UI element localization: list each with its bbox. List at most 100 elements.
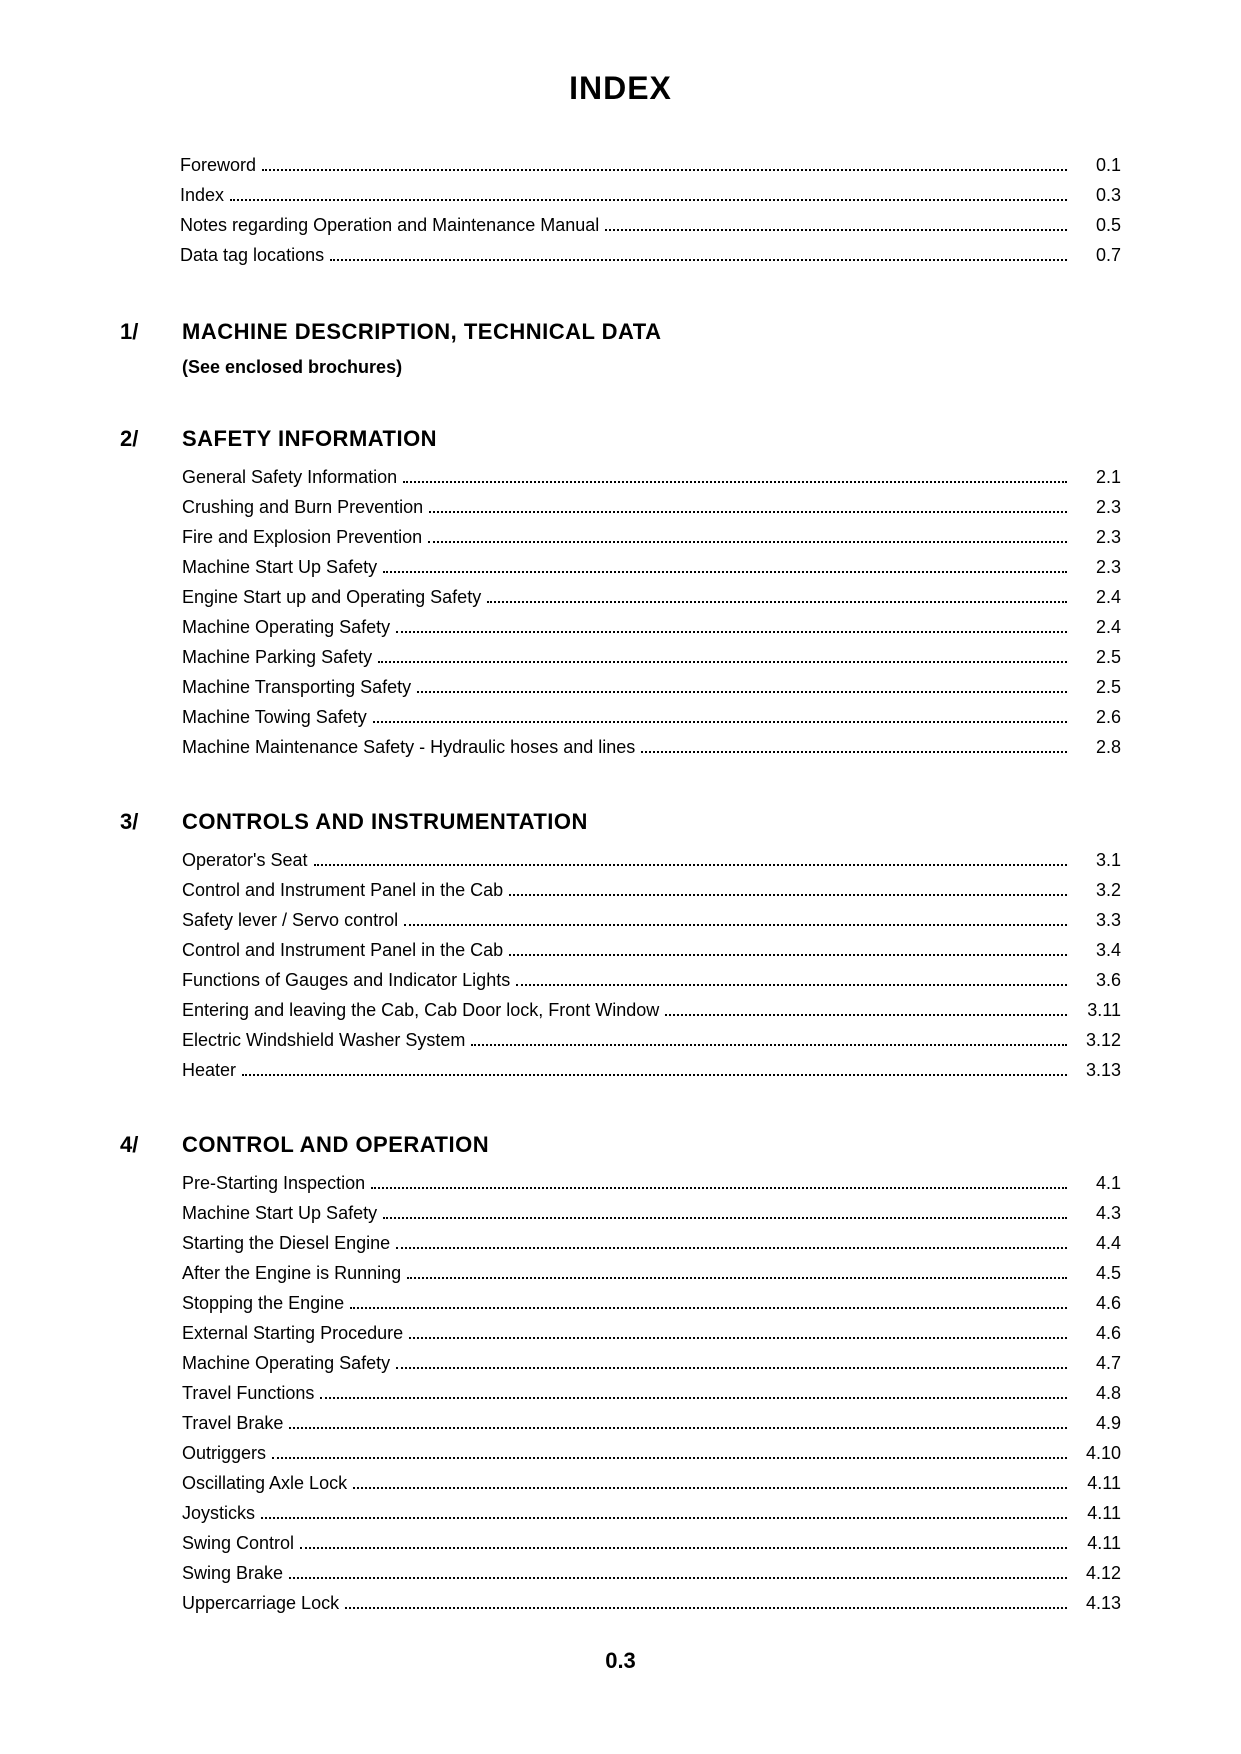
toc-dot-leader <box>230 199 1067 201</box>
toc-entry: Uppercarriage Lock4.13 <box>182 1590 1121 1617</box>
toc-entry-label: Machine Start Up Safety <box>182 1200 377 1227</box>
toc-entry-label: Entering and leaving the Cab, Cab Door l… <box>182 997 659 1024</box>
toc-entry-page: 0.5 <box>1073 212 1121 239</box>
toc-entry: Machine Operating Safety2.4 <box>182 614 1121 641</box>
toc-entry-page: 3.6 <box>1073 967 1121 994</box>
toc-entry: General Safety Information 2.1 <box>182 464 1121 491</box>
toc-entry-page: 3.4 <box>1073 937 1121 964</box>
toc-entry: Electric Windshield Washer System 3.12 <box>182 1027 1121 1054</box>
section-entries: Operator's Seat 3.1 Control and Instrument… <box>182 847 1121 1084</box>
toc-entry-label: Functions of Gauges and Indicator Lights <box>182 967 510 994</box>
toc-entry-label: Electric Windshield Washer System <box>182 1027 465 1054</box>
toc-entry: Machine Operating Safety4.7 <box>182 1350 1121 1377</box>
section-number: 1/ <box>120 319 182 345</box>
toc-dot-leader <box>404 924 1067 926</box>
toc-dot-leader <box>665 1014 1067 1016</box>
toc-dot-leader <box>272 1457 1067 1459</box>
toc-entry-page: 3.1 <box>1073 847 1121 874</box>
toc-entry-page: 4.11 <box>1073 1470 1121 1497</box>
toc-dot-leader <box>378 661 1067 663</box>
toc-entry-page: 0.7 <box>1073 242 1121 269</box>
toc-entry-page: 4.11 <box>1073 1530 1121 1557</box>
toc-entry: Joysticks4.11 <box>182 1500 1121 1527</box>
toc-dot-leader <box>605 229 1067 231</box>
toc-entry: Outriggers 4.10 <box>182 1440 1121 1467</box>
toc-entry-page: 4.6 <box>1073 1320 1121 1347</box>
toc-entry: Travel Brake4.9 <box>182 1410 1121 1437</box>
toc-entry-label: External Starting Procedure <box>182 1320 403 1347</box>
toc-entry-page: 4.4 <box>1073 1230 1121 1257</box>
toc-entry-page: 3.2 <box>1073 877 1121 904</box>
toc-entry-page: 3.12 <box>1073 1027 1121 1054</box>
toc-entry-label: Travel Brake <box>182 1410 283 1437</box>
toc-entry-page: 2.8 <box>1073 734 1121 761</box>
toc-entry: Crushing and Burn Prevention2.3 <box>182 494 1121 521</box>
toc-entry-label: Outriggers <box>182 1440 266 1467</box>
toc-dot-leader <box>371 1187 1067 1189</box>
toc-entry: Functions of Gauges and Indicator Lights… <box>182 967 1121 994</box>
toc-entry-label: Machine Operating Safety <box>182 614 390 641</box>
toc-entry-page: 4.3 <box>1073 1200 1121 1227</box>
toc-entry: External Starting Procedure 4.6 <box>182 1320 1121 1347</box>
toc-section: 4/CONTROL AND OPERATIONPre-Starting Insp… <box>120 1132 1121 1617</box>
toc-entry: After the Engine is Running4.5 <box>182 1260 1121 1287</box>
toc-dot-leader <box>428 541 1067 543</box>
toc-dot-leader <box>403 481 1067 483</box>
toc-entry-label: Swing Brake <box>182 1560 283 1587</box>
toc-dot-leader <box>330 259 1067 261</box>
section-note: (See enclosed brochures) <box>182 357 1121 378</box>
toc-entry: Control and Instrument Panel in the Cab3… <box>182 937 1121 964</box>
toc-entry-label: Oscillating Axle Lock <box>182 1470 347 1497</box>
toc-dot-leader <box>409 1337 1067 1339</box>
toc-entry-page: 4.11 <box>1073 1500 1121 1527</box>
toc-section: 3/CONTROLS AND INSTRUMENTATION Operator's… <box>120 809 1121 1084</box>
toc-dot-leader <box>396 1247 1067 1249</box>
toc-entry: Machine Transporting Safety2.5 <box>182 674 1121 701</box>
toc-dot-leader <box>509 954 1067 956</box>
toc-dot-leader <box>314 864 1068 866</box>
toc-entry-label: Machine Start Up Safety <box>182 554 377 581</box>
section-header: 3/CONTROLS AND INSTRUMENTATION <box>120 809 1121 835</box>
toc-entry: Machine Towing Safety2.6 <box>182 704 1121 731</box>
toc-entry-label: General Safety Information <box>182 464 397 491</box>
toc-entry: Index 0.3 <box>180 182 1121 209</box>
toc-entry: Data tag locations0.7 <box>180 242 1121 269</box>
toc-entry: Operator's Seat 3.1 <box>182 847 1121 874</box>
toc-entry: Machine Parking Safety2.5 <box>182 644 1121 671</box>
toc-dot-leader <box>345 1607 1067 1609</box>
section-number: 3/ <box>120 809 182 835</box>
toc-entry-page: 0.3 <box>1073 182 1121 209</box>
toc-entry-label: Operator's Seat <box>182 847 308 874</box>
toc-dot-leader <box>373 721 1067 723</box>
toc-dot-leader <box>261 1517 1067 1519</box>
page-title: INDEX <box>120 70 1121 107</box>
toc-entry-page: 4.13 <box>1073 1590 1121 1617</box>
toc-entry: Control and Instrument Panel in the Cab3… <box>182 877 1121 904</box>
toc-entry-page: 4.8 <box>1073 1380 1121 1407</box>
section-title: SAFETY INFORMATION <box>182 426 437 452</box>
toc-entry-label: Machine Parking Safety <box>182 644 372 671</box>
toc-entry: Heater3.13 <box>182 1057 1121 1084</box>
toc-entry-label: Fire and Explosion Prevention <box>182 524 422 551</box>
toc-entry-label: Safety lever / Servo control <box>182 907 398 934</box>
section-header: 2/SAFETY INFORMATION <box>120 426 1121 452</box>
section-title: MACHINE DESCRIPTION, TECHNICAL DATA <box>182 319 662 345</box>
section-number: 2/ <box>120 426 182 452</box>
toc-entry-page: 4.1 <box>1073 1170 1121 1197</box>
toc-entry-page: 4.12 <box>1073 1560 1121 1587</box>
toc-entry-page: 2.1 <box>1073 464 1121 491</box>
toc-entry-label: Starting the Diesel Engine <box>182 1230 390 1257</box>
toc-dot-leader <box>471 1044 1067 1046</box>
toc-entry-page: 2.4 <box>1073 584 1121 611</box>
toc-dot-leader <box>641 751 1067 753</box>
toc-entry-page: 2.5 <box>1073 674 1121 701</box>
toc-entry: Machine Start Up Safety2.3 <box>182 554 1121 581</box>
toc-entry: Oscillating Axle Lock 4.11 <box>182 1470 1121 1497</box>
toc-dot-leader <box>509 894 1067 896</box>
toc-entry-label: Index <box>180 182 224 209</box>
toc-entry: Machine Start Up Safety 4.3 <box>182 1200 1121 1227</box>
section-header: 4/CONTROL AND OPERATION <box>120 1132 1121 1158</box>
toc-dot-leader <box>320 1397 1067 1399</box>
toc-entry-page: 3.13 <box>1073 1057 1121 1084</box>
toc-entry-page: 4.10 <box>1073 1440 1121 1467</box>
